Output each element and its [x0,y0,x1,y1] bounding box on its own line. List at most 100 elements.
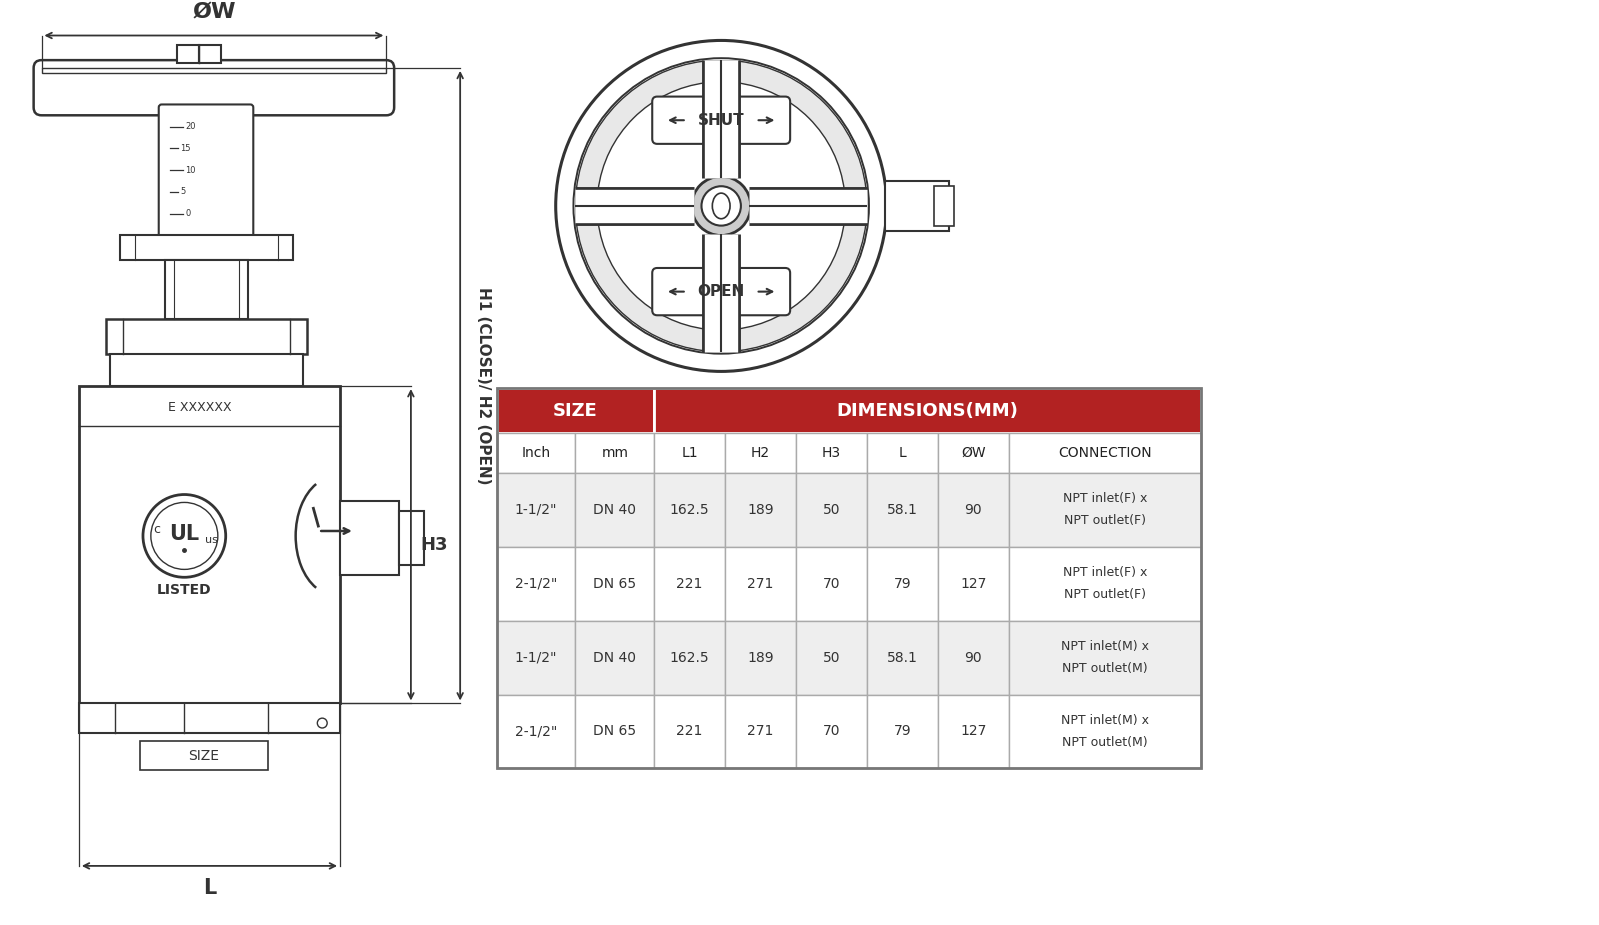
Text: 221: 221 [676,724,704,738]
Text: E XXXXXX: E XXXXXX [168,401,232,414]
Text: 58.1: 58.1 [887,503,918,517]
Bar [165,260,248,319]
Text: 10: 10 [185,166,195,175]
FancyBboxPatch shape [34,60,395,116]
Text: OPEN: OPEN [697,284,745,299]
Text: mm: mm [601,446,628,460]
Bar [1009,547,1201,621]
Bar [120,236,293,260]
Text: 0: 0 [185,209,190,218]
Text: 90: 90 [964,650,982,664]
Text: 15: 15 [181,144,190,153]
Circle shape [317,718,328,728]
Text: DN 40: DN 40 [593,650,636,664]
Text: 70: 70 [823,576,839,591]
Bar [177,45,200,63]
Text: NPT outlet(M): NPT outlet(M) [1062,662,1148,675]
Bar [497,621,576,695]
Bar [576,547,654,621]
Bar [796,547,867,621]
Text: 20: 20 [185,122,195,131]
Text: NPT inlet(F) x: NPT inlet(F) x [1063,566,1146,579]
Ellipse shape [712,193,731,218]
Text: 162.5: 162.5 [670,503,710,517]
Bar [867,473,939,547]
Text: 221: 221 [676,576,704,591]
Text: SHUT: SHUT [697,113,745,128]
Bar [497,473,576,547]
Bar [939,695,1009,769]
Text: 189: 189 [747,650,774,664]
Bar [867,434,939,473]
Wedge shape [577,61,707,191]
Bar [106,319,307,353]
FancyBboxPatch shape [158,105,253,239]
Bar [654,621,724,695]
Text: UL: UL [169,524,200,544]
Text: 2-1/2": 2-1/2" [515,576,556,591]
Bar [1009,621,1201,695]
Bar [939,434,1009,473]
Bar [576,621,654,695]
Bar [654,473,724,547]
Text: SIZE: SIZE [189,748,219,762]
Bar [141,741,269,771]
Bar [867,547,939,621]
Bar [724,547,796,621]
Text: DN 65: DN 65 [593,576,636,591]
Text: DN 40: DN 40 [593,503,636,517]
Bar [576,695,654,769]
Text: 58.1: 58.1 [887,650,918,664]
Text: 90: 90 [964,503,982,517]
Bar [939,621,1009,695]
Text: 1-1/2": 1-1/2" [515,503,558,517]
Text: 2-1/2": 2-1/2" [515,724,556,738]
Bar [400,512,424,565]
Bar [576,473,654,547]
Bar [724,434,796,473]
Circle shape [556,41,887,372]
Text: NPT outlet(M): NPT outlet(M) [1062,735,1148,748]
Text: 162.5: 162.5 [670,650,710,664]
Bar [1009,695,1201,769]
Text: H1 (CLOSE)/ H2 (OPEN): H1 (CLOSE)/ H2 (OPEN) [477,287,491,485]
Bar [1009,434,1201,473]
Text: 79: 79 [894,724,911,738]
Bar [497,388,1201,769]
Text: c: c [154,524,160,536]
Text: DIMENSIONS(MM): DIMENSIONS(MM) [836,401,1019,420]
Text: L1: L1 [681,446,699,460]
Bar [42,68,387,73]
Circle shape [692,177,752,236]
Text: DN 65: DN 65 [593,724,636,738]
Text: ØW: ØW [192,2,235,21]
Bar [654,434,724,473]
Bar [867,621,939,695]
Bar [724,473,796,547]
Bar [796,473,867,547]
Text: 1-1/2": 1-1/2" [515,650,558,664]
Text: 5: 5 [181,188,185,196]
Bar [884,181,948,230]
FancyBboxPatch shape [652,268,790,315]
Text: ØW: ØW [961,446,985,460]
Text: SIZE: SIZE [553,401,598,420]
Text: 79: 79 [894,576,911,591]
Text: H3: H3 [822,446,841,460]
Bar [654,695,724,769]
Circle shape [142,495,225,577]
Text: L: L [899,446,907,460]
Bar [1009,473,1201,547]
Text: H3: H3 [421,536,448,554]
Bar [939,547,1009,621]
FancyBboxPatch shape [652,96,790,144]
Text: 127: 127 [959,576,987,591]
Bar [796,434,867,473]
Bar [724,695,796,769]
Text: Inch: Inch [521,446,550,460]
Bar [110,353,302,386]
Bar [576,434,654,473]
Text: 50: 50 [823,650,839,664]
Text: us: us [206,535,219,545]
Text: NPT inlet(F) x: NPT inlet(F) x [1063,492,1146,505]
